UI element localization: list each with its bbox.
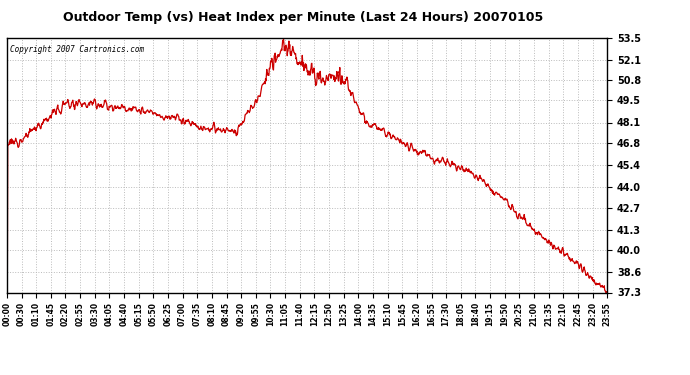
Text: Copyright 2007 Cartronics.com: Copyright 2007 Cartronics.com (10, 45, 144, 54)
Text: Outdoor Temp (vs) Heat Index per Minute (Last 24 Hours) 20070105: Outdoor Temp (vs) Heat Index per Minute … (63, 11, 544, 24)
